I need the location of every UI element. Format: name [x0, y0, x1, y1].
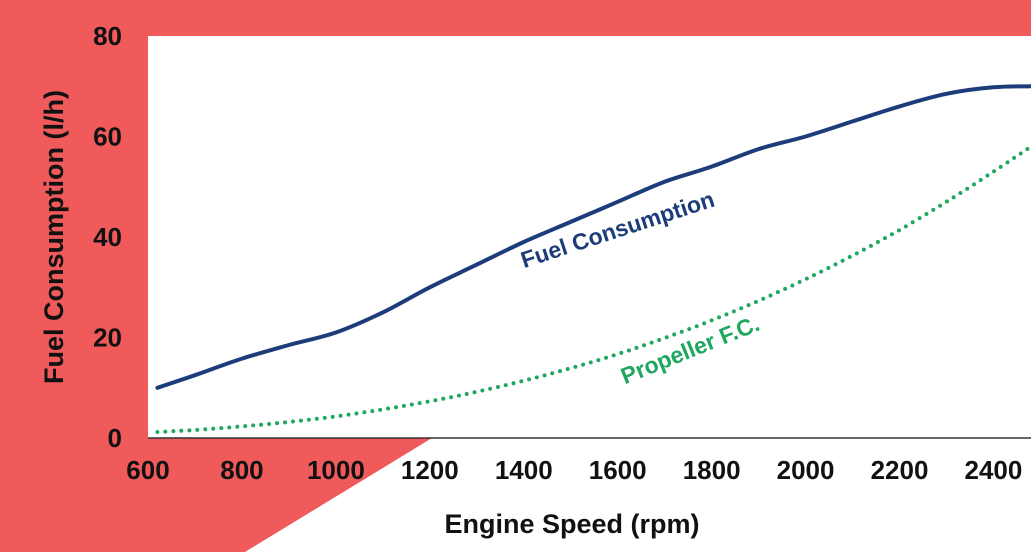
fuel-consumption-line [155, 84, 1031, 390]
series-layer [155, 84, 1031, 434]
y-tick-label: 80 [93, 21, 122, 51]
x-tick-label: 800 [220, 455, 263, 485]
y-axis-title: Fuel Consumption (l/h) [39, 90, 69, 384]
y-tick-label: 60 [93, 122, 122, 152]
y-tick-label: 20 [93, 323, 122, 353]
x-tick-label: 1200 [401, 455, 459, 485]
propeller-fc-line [155, 144, 1031, 434]
x-tick-label: 2200 [871, 455, 929, 485]
x-tick-label: 600 [126, 455, 169, 485]
x-tick-label: 1400 [495, 455, 553, 485]
y-tick-label: 40 [93, 222, 122, 252]
y-tick-labels: 0 20 40 60 80 [93, 21, 122, 453]
x-tick-label: 1600 [589, 455, 647, 485]
x-axis-title: Engine Speed (rpm) [444, 509, 699, 539]
x-tick-label: 1800 [683, 455, 741, 485]
x-tick-labels: 600 800 1000 1200 1400 1600 1800 2000 2200 2400 [126, 455, 1022, 485]
x-tick-label: 1000 [307, 455, 365, 485]
y-tick-label: 0 [108, 423, 122, 453]
x-tick-label: 2400 [965, 455, 1023, 485]
x-tick-label: 2000 [777, 455, 835, 485]
